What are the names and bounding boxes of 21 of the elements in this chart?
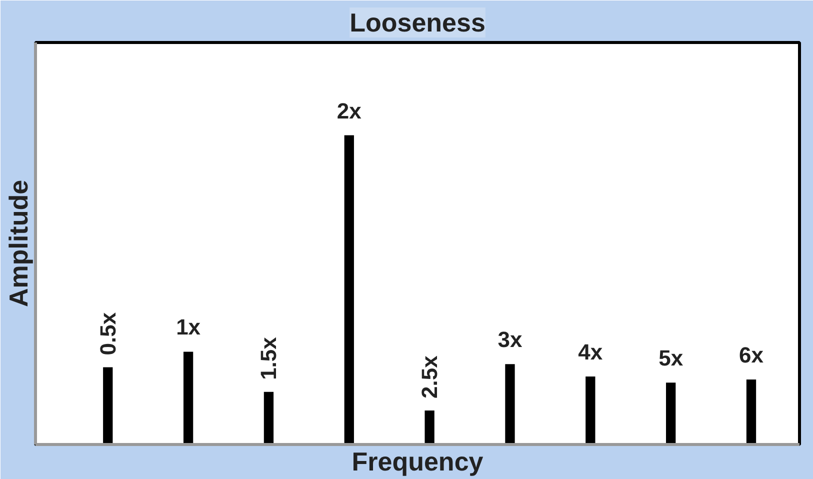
annotation: 1x [176,314,202,340]
bar [424,410,434,444]
y-axis-title: Amplitude [4,180,34,308]
bar [746,380,756,444]
annotation: 4x [578,339,604,364]
bar [103,367,113,444]
annotation: 0.5x [95,312,120,356]
bar [586,376,596,444]
annotation: 1.5x [256,336,282,380]
annotation: 2.5x [417,354,442,398]
annotation: 6x [739,342,764,368]
bar [344,135,354,444]
annotation: 3x [498,327,523,352]
annotation: 5x [658,346,684,371]
bar [264,392,274,444]
chart-title: Looseness [350,8,486,38]
text: 2x [336,98,362,124]
bar [505,364,515,444]
bar [183,352,194,444]
bar [666,382,676,444]
x-axis-title: Frequency [352,446,484,476]
